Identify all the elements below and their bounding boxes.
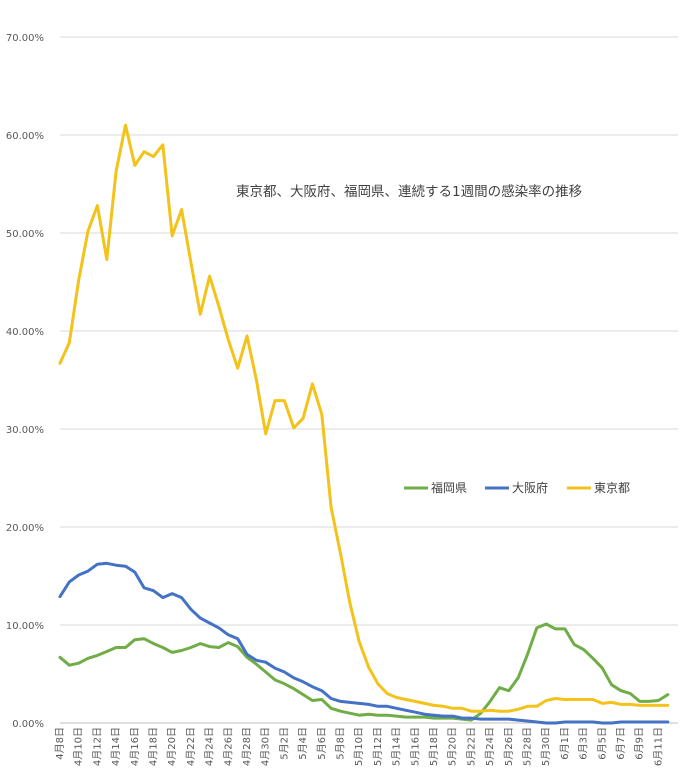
- x-tick-label: 4月24日: [204, 727, 216, 766]
- x-tick-label: 5月8日: [335, 727, 347, 760]
- y-tick-label: 0.00%: [12, 719, 44, 730]
- series-line: [58, 123, 670, 713]
- gridlines: [60, 36, 678, 724]
- x-tick-label: 5月30日: [540, 727, 552, 766]
- y-tick-label: 40.00%: [6, 327, 44, 338]
- series-line: [58, 561, 670, 725]
- x-tick-label: 4月26日: [222, 727, 234, 766]
- x-tick-label: 4月30日: [260, 727, 272, 766]
- y-tick-label: 50.00%: [6, 229, 44, 240]
- x-tick-label: 6月1日: [559, 727, 571, 760]
- x-tick-label: 5月24日: [484, 727, 496, 766]
- x-tick-label: 5月4日: [297, 727, 309, 760]
- x-tick-label: 6月5日: [596, 727, 608, 760]
- y-tick-label: 10.00%: [6, 621, 44, 632]
- x-tick-label: 4月22日: [185, 727, 197, 766]
- x-tick-label: 5月10日: [353, 727, 365, 766]
- x-tick-label: 4月8日: [54, 727, 66, 760]
- y-axis-ticks: 0.00% 10.00% 20.00% 30.00% 40.00% 50.00% 60.00…: [6, 33, 44, 730]
- legend: 福岡県 大阪府 東京都: [404, 480, 630, 495]
- x-tick-label: 5月6日: [316, 727, 328, 760]
- x-tick-label: 4月20日: [166, 727, 178, 766]
- x-tick-label: 5月18日: [428, 727, 440, 766]
- legend-label: 福岡県: [431, 480, 467, 495]
- x-tick-label: 5月14日: [391, 727, 403, 766]
- x-tick-label: 4月10日: [73, 727, 85, 766]
- x-tick-label: 5月26日: [503, 727, 515, 766]
- x-tick-label: 4月18日: [148, 727, 160, 766]
- y-tick-label: 70.00%: [6, 33, 44, 44]
- x-tick-label: 5月16日: [409, 727, 421, 766]
- chart-title: 東京都、大阪府、福岡県、連続する1週間の感染率の推移: [236, 183, 582, 200]
- x-tick-label: 4月28日: [241, 727, 253, 766]
- legend-label: 大阪府: [512, 480, 548, 495]
- x-axis-ticks: 4月8日 4月10日 4月12日 4月14日 4月16日 4月18日 4月20日 4月22日 4…: [54, 727, 664, 766]
- y-tick-label: 60.00%: [6, 131, 44, 142]
- x-tick-label: 5月12日: [372, 727, 384, 766]
- x-tick-label: 4月16日: [129, 727, 141, 766]
- legend-label: 東京都: [594, 481, 630, 495]
- x-tick-label: 6月7日: [615, 727, 627, 760]
- x-tick-label: 5月2日: [278, 727, 290, 760]
- x-tick-label: 4月12日: [91, 727, 103, 766]
- series-line: [58, 622, 670, 722]
- series-lines: [58, 123, 670, 725]
- x-tick-label: 6月9日: [634, 727, 646, 760]
- x-tick-label: 6月11日: [652, 727, 664, 766]
- x-tick-label: 4月14日: [110, 727, 122, 766]
- x-tick-label: 5月22日: [465, 727, 477, 766]
- x-tick-label: 6月3日: [578, 727, 590, 760]
- x-tick-label: 5月20日: [447, 727, 459, 766]
- x-tick-label: 5月28日: [522, 727, 534, 766]
- y-tick-label: 30.00%: [6, 425, 44, 436]
- y-tick-label: 20.00%: [6, 523, 44, 534]
